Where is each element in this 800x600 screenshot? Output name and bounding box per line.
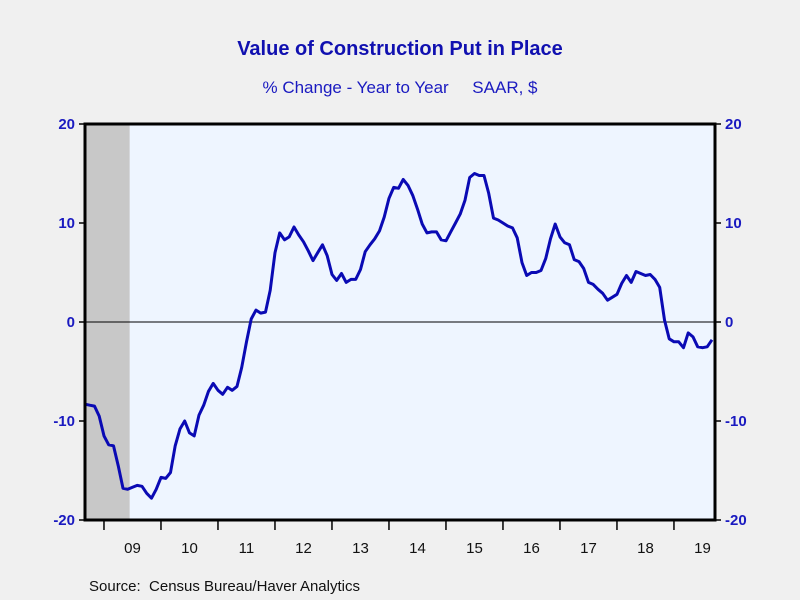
y-tick-label-right: 0 <box>725 314 733 331</box>
y-tick-label-left: 0 <box>67 314 75 331</box>
y-tick-label-left: 20 <box>58 116 75 133</box>
series-line <box>84 172 714 500</box>
chart-title: Value of Construction Put in Place <box>237 38 563 60</box>
y-tick-label-right: -20 <box>725 512 747 529</box>
x-tick-label: 13 <box>352 540 369 557</box>
y-tick-label-left: -20 <box>53 512 75 529</box>
x-tick-label: 18 <box>637 540 654 557</box>
y-tick-label-right: 20 <box>725 116 742 133</box>
y-tick-label-left: 10 <box>58 215 75 232</box>
x-tick-label: 14 <box>409 540 426 557</box>
y-tick-label-right: -10 <box>725 413 747 430</box>
y-tick-label-left: -10 <box>53 413 75 430</box>
x-tick-label: 15 <box>466 540 483 557</box>
x-tick-label: 17 <box>580 540 597 557</box>
x-tick-label: 16 <box>523 540 540 557</box>
x-tick-label: 09 <box>124 540 141 557</box>
x-tick-label: 12 <box>295 540 312 557</box>
chart-subtitle: % Change - Year to Year SAAR, $ <box>262 78 538 97</box>
source-note: Source: Census Bureau/Haver Analytics <box>89 578 360 595</box>
y-tick-label-right: 10 <box>725 215 742 232</box>
x-tick-label: 10 <box>181 540 198 557</box>
x-tick-label: 19 <box>694 540 711 557</box>
x-tick-label: 11 <box>239 540 255 557</box>
